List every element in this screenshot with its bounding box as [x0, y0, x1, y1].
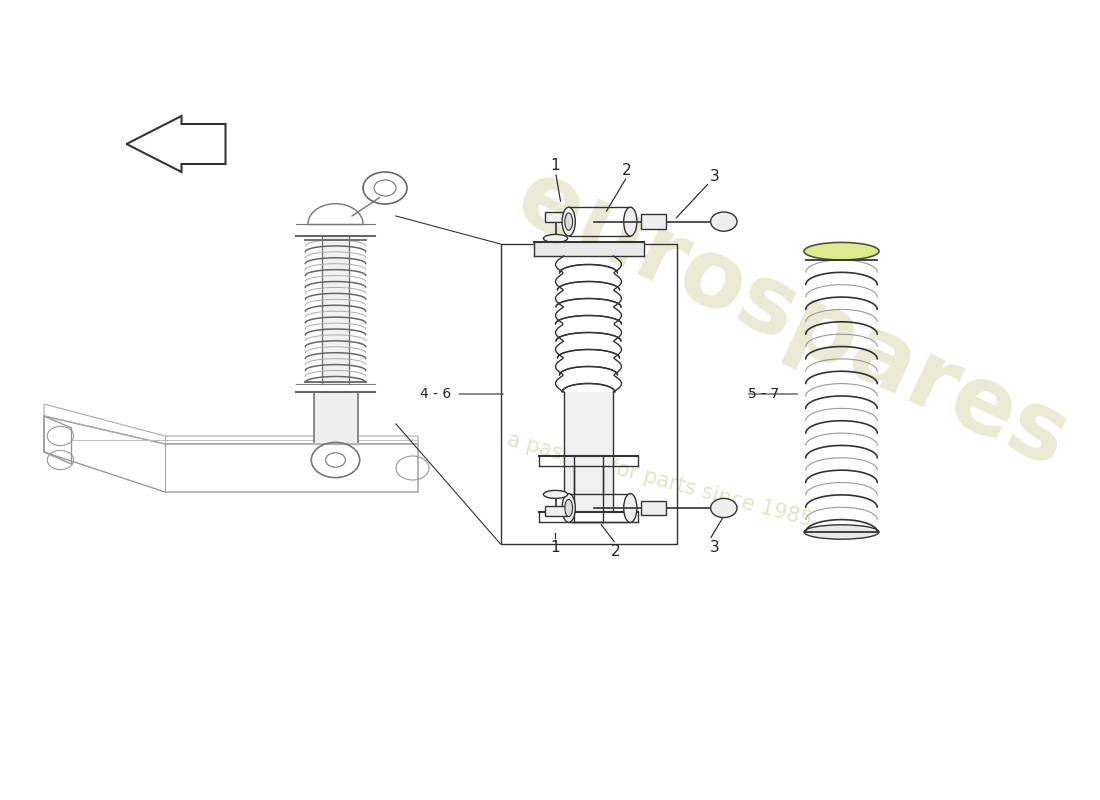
Ellipse shape [804, 242, 879, 260]
Text: 2: 2 [623, 163, 631, 178]
Bar [500, 244, 676, 544]
Text: a passion for parts since 1985: a passion for parts since 1985 [505, 430, 815, 530]
Text: 1: 1 [551, 541, 560, 555]
Text: 1: 1 [551, 158, 560, 173]
Ellipse shape [543, 490, 568, 498]
Text: 3: 3 [711, 169, 719, 183]
Ellipse shape [565, 499, 573, 517]
Circle shape [711, 498, 737, 518]
Text: 3: 3 [711, 541, 719, 555]
Bar [544, 212, 566, 222]
Ellipse shape [624, 494, 637, 522]
Ellipse shape [565, 213, 573, 230]
Bar [641, 214, 666, 229]
Ellipse shape [562, 207, 575, 236]
Text: eurospares: eurospares [502, 152, 1082, 488]
Ellipse shape [562, 494, 575, 522]
Bar [641, 501, 666, 515]
Ellipse shape [543, 234, 568, 242]
Circle shape [711, 212, 737, 231]
Text: 4 - 6: 4 - 6 [420, 387, 451, 401]
Ellipse shape [624, 207, 637, 236]
Ellipse shape [804, 525, 879, 539]
Text: 5 - 7: 5 - 7 [748, 387, 779, 401]
Text: 2: 2 [612, 545, 620, 559]
Bar [544, 506, 566, 516]
